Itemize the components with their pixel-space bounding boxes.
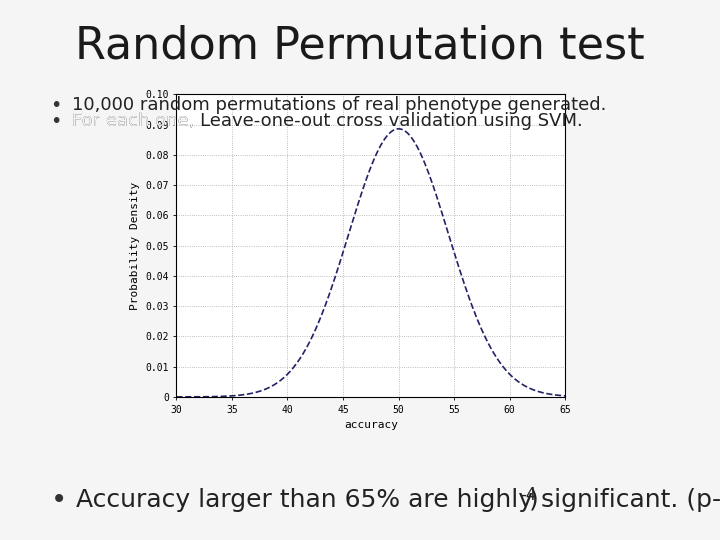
Text: •: • <box>50 96 62 115</box>
Y-axis label: Probability Density: Probability Density <box>130 181 140 310</box>
Text: ): ) <box>528 488 539 511</box>
Text: For each one, Leave-one-out cross validation using SVM.: For each one, Leave-one-out cross valida… <box>72 112 582 131</box>
Text: Random Permutation test: Random Permutation test <box>75 24 645 68</box>
Text: Accuracy larger than 65% are highly significant. (p-value is < 10: Accuracy larger than 65% are highly sign… <box>76 488 720 511</box>
Text: •: • <box>50 485 67 514</box>
Text: -4: -4 <box>520 486 536 504</box>
Text: •: • <box>50 112 62 131</box>
X-axis label: accuracy: accuracy <box>344 420 398 430</box>
Text: 10,000 random permutations of real phenotype generated.: 10,000 random permutations of real pheno… <box>72 96 606 114</box>
Text: For each one,: For each one, <box>72 112 200 131</box>
